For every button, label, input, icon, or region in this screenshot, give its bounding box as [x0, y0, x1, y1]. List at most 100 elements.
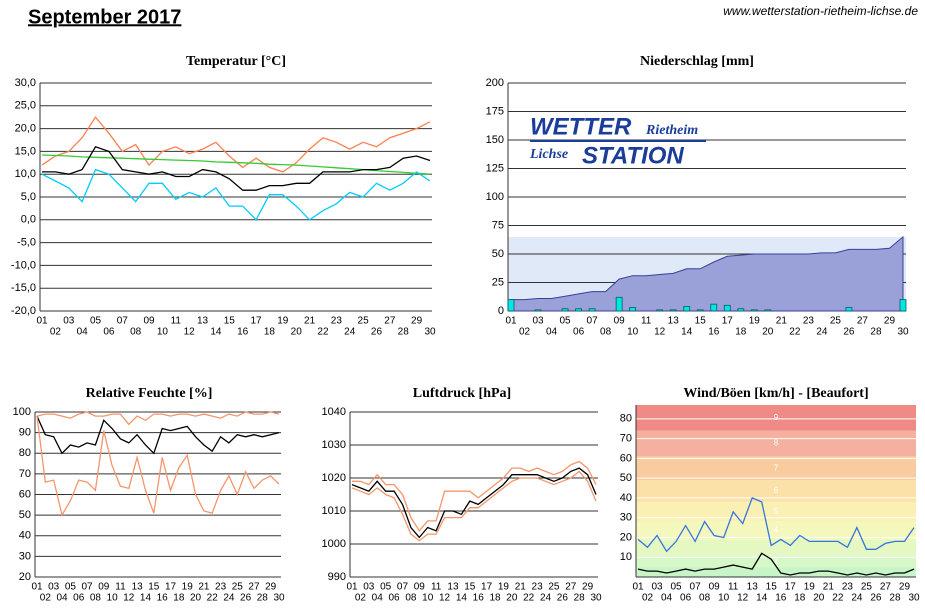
x-tick-label: 19 — [277, 316, 289, 327]
x-tick-label: 29 — [884, 316, 896, 327]
beaufort-label: 4 — [774, 526, 779, 535]
data-line — [42, 146, 431, 191]
data-line — [351, 467, 597, 539]
data-line — [36, 415, 280, 455]
precip-bar — [696, 309, 704, 312]
x-tick-label: 14 — [456, 593, 468, 604]
x-tick-label: 20 — [291, 327, 303, 338]
precip-bar — [507, 299, 515, 312]
x-tick-label: 21 — [776, 316, 788, 327]
x-tick-label: 28 — [398, 327, 410, 338]
site-url[interactable]: www.wetterstation-rietheim-lichse.de — [723, 4, 918, 18]
y-tick-label: 1030 — [322, 439, 346, 451]
x-tick-label: 09 — [414, 582, 426, 593]
y-tick-label: 50 — [492, 248, 504, 260]
x-tick-label: 10 — [157, 327, 169, 338]
y-tick-label: 60 — [19, 488, 31, 500]
x-tick-label: 13 — [132, 582, 144, 593]
y-tick-label: 5,0 — [21, 191, 36, 203]
x-tick-label: 09 — [614, 316, 626, 327]
chart: Luftdruck [hPa]9901000101010201030104001… — [322, 386, 602, 603]
data-line — [637, 497, 915, 553]
cumulative-area — [510, 235, 904, 312]
x-tick-label: 14 — [140, 593, 152, 604]
x-tick-label: 29 — [411, 316, 423, 327]
beaufort-label: 9 — [774, 413, 779, 422]
x-tick-label: 02 — [50, 327, 62, 338]
precip-bar — [683, 306, 691, 312]
x-tick-label: 30 — [908, 593, 920, 604]
x-tick-label: 24 — [816, 327, 828, 338]
x-tick-label: 07 — [397, 582, 409, 593]
x-tick-label: 03 — [363, 582, 375, 593]
beaufort-band — [636, 539, 916, 556]
x-tick-label: 30 — [897, 327, 909, 338]
x-tick-label: 21 — [304, 316, 316, 327]
x-tick-label: 19 — [749, 316, 761, 327]
x-tick-label: 11 — [431, 582, 442, 593]
beaufort-band — [636, 567, 916, 577]
x-tick-label: 02 — [355, 593, 367, 604]
x-tick-label: 01 — [346, 582, 358, 593]
x-tick-label: 13 — [197, 316, 209, 327]
y-tick-label: 990 — [328, 571, 346, 583]
x-tick-label: 21 — [198, 582, 210, 593]
x-tick-label: 12 — [184, 327, 196, 338]
x-tick-label: 27 — [565, 582, 577, 593]
x-tick-label: 12 — [654, 327, 666, 338]
x-tick-label: 13 — [747, 582, 759, 593]
x-tick-label: 11 — [115, 582, 126, 593]
x-tick-label: 17 — [722, 316, 734, 327]
x-tick-label: 02 — [642, 593, 654, 604]
x-tick-label: 04 — [56, 593, 68, 604]
x-tick-label: 30 — [590, 593, 602, 604]
x-tick-label: 09 — [98, 582, 110, 593]
x-tick-label: 21 — [515, 582, 527, 593]
x-tick-label: 18 — [489, 593, 501, 604]
logo-text: STATION — [582, 142, 684, 169]
x-tick-label: 15 — [695, 316, 707, 327]
x-tick-label: 08 — [600, 327, 612, 338]
chart: Temperatur [°C] -20,0 -15,0 -10,0 -5,0 0,0 5,0… — [11, 54, 436, 337]
y-tick-label: 15,0 — [15, 145, 36, 157]
x-tick-label: 29 — [582, 582, 594, 593]
beaufort-band — [636, 430, 916, 457]
y-tick-label: 0,0 — [21, 214, 36, 226]
precip-bar — [561, 308, 569, 312]
y-tick-label: 30,0 — [15, 77, 36, 89]
y-tick-label: 125 — [486, 162, 504, 174]
x-tick-label: 19 — [182, 582, 194, 593]
x-tick-label: 12 — [439, 593, 451, 604]
page-title: September 2017 — [28, 6, 181, 28]
y-tick-label: 75 — [492, 219, 504, 231]
beaufort-band — [636, 456, 916, 481]
x-tick-label: 09 — [143, 316, 155, 327]
chart: Relative Feuchte [%] 20 30 40 50 60 70 80 90 100 0… — [13, 386, 285, 603]
y-tick-label: 50 — [19, 509, 31, 521]
y-tick-label: 1010 — [322, 505, 346, 517]
precip-bar — [899, 299, 907, 312]
x-tick-label: 06 — [73, 593, 85, 604]
x-tick-label: 21 — [823, 582, 835, 593]
x-tick-label: 02 — [40, 593, 52, 604]
precip-bar — [845, 307, 853, 312]
y-tick-label: -5,0 — [17, 237, 36, 249]
x-tick-label: 23 — [215, 582, 227, 593]
x-tick-label: 25 — [830, 316, 842, 327]
y-tick-label: 150 — [486, 134, 504, 146]
x-tick-label: 19 — [498, 582, 510, 593]
x-tick-label: 10 — [422, 593, 434, 604]
beaufort-label: 7 — [774, 463, 779, 472]
x-tick-label: 04 — [661, 593, 673, 604]
x-tick-label: 08 — [130, 327, 142, 338]
precip-bar — [575, 308, 582, 312]
x-tick-label: 04 — [77, 327, 89, 338]
x-tick-label: 03 — [651, 582, 663, 593]
x-tick-label: 12 — [737, 593, 749, 604]
x-tick-label: 25 — [861, 582, 873, 593]
x-tick-label: 18 — [264, 327, 276, 338]
x-tick-label: 02 — [519, 327, 531, 338]
x-tick-label: 14 — [210, 327, 222, 338]
x-tick-label: 22 — [207, 593, 219, 604]
x-tick-label: 20 — [190, 593, 202, 604]
